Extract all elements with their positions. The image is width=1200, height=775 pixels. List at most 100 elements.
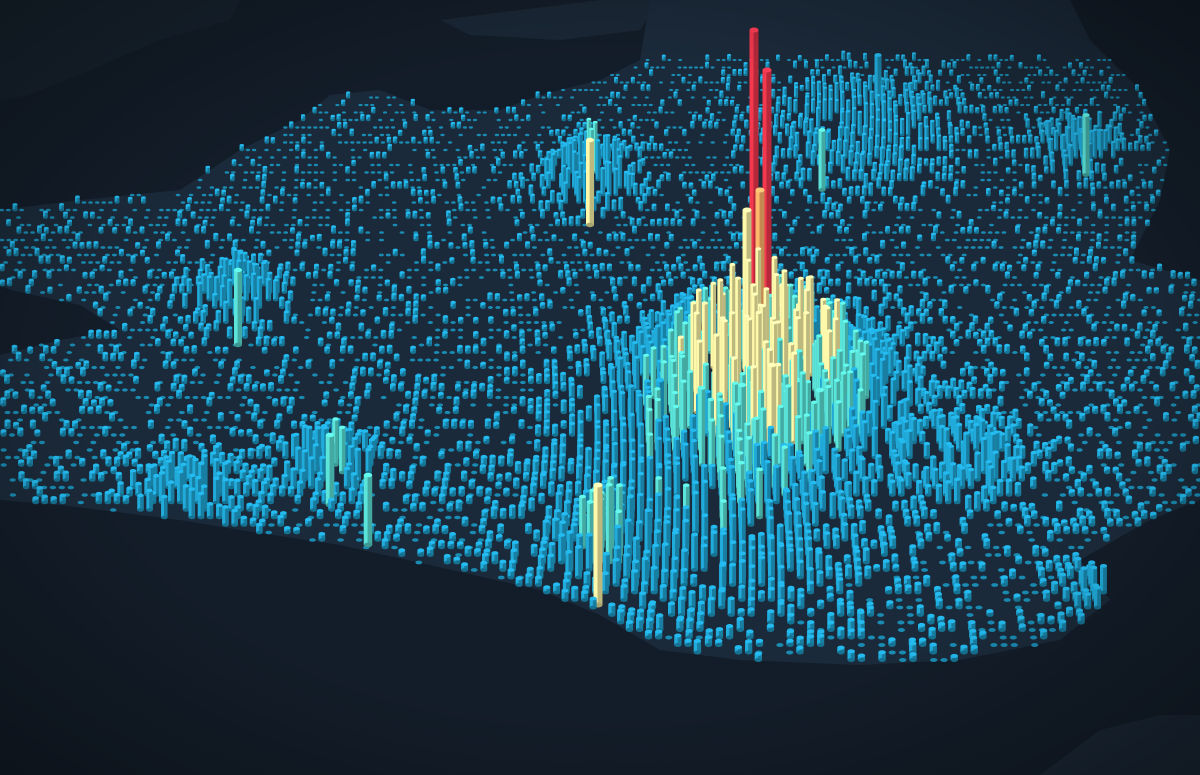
data-column[interactable] — [555, 128, 560, 137]
data-column[interactable] — [936, 134, 942, 152]
data-column[interactable] — [514, 114, 519, 122]
data-column[interactable] — [1080, 77, 1085, 84]
data-column[interactable] — [1071, 69, 1076, 77]
data-column[interactable] — [1049, 69, 1054, 77]
data-column[interactable] — [975, 107, 980, 114]
data-column[interactable] — [730, 99, 735, 107]
data-column[interactable] — [346, 91, 351, 99]
data-column[interactable] — [775, 101, 781, 114]
data-column[interactable] — [1004, 141, 1009, 152]
data-column[interactable] — [535, 143, 541, 152]
data-column[interactable] — [1089, 97, 1094, 107]
data-column[interactable] — [954, 132, 960, 144]
data-column[interactable] — [1014, 98, 1019, 107]
data-column[interactable] — [1036, 145, 1041, 159]
data-column[interactable] — [582, 106, 587, 114]
data-column[interactable] — [450, 121, 456, 129]
data-column[interactable] — [992, 143, 997, 152]
data-column[interactable] — [1011, 149, 1016, 159]
data-column[interactable] — [793, 98, 798, 114]
data-column[interactable] — [637, 146, 642, 159]
data-column[interactable] — [662, 151, 668, 159]
data-column[interactable] — [610, 91, 615, 99]
data-column[interactable] — [966, 54, 971, 62]
data-column[interactable] — [692, 114, 697, 122]
data-column[interactable] — [936, 79, 941, 92]
data-column[interactable] — [893, 68, 898, 77]
data-column[interactable] — [906, 111, 911, 137]
data-column[interactable] — [1092, 128, 1097, 159]
data-column[interactable] — [556, 148, 561, 159]
data-column[interactable] — [782, 94, 787, 107]
data-column[interactable] — [732, 68, 737, 77]
data-column[interactable] — [1041, 91, 1046, 99]
data-column[interactable] — [631, 135, 636, 144]
data-column[interactable] — [402, 121, 408, 129]
data-column[interactable] — [526, 114, 531, 122]
data-column[interactable] — [739, 144, 744, 152]
data-column[interactable] — [630, 76, 635, 84]
data-column[interactable] — [911, 109, 917, 129]
data-column[interactable] — [1115, 138, 1121, 152]
data-column[interactable] — [425, 113, 430, 122]
data-column[interactable] — [1049, 97, 1054, 107]
data-column[interactable] — [616, 91, 621, 99]
data-column[interactable] — [805, 79, 810, 92]
data-column[interactable] — [428, 129, 433, 137]
data-column[interactable] — [1025, 118, 1030, 129]
data-column[interactable] — [996, 76, 1001, 84]
data-column[interactable] — [1082, 69, 1087, 77]
data-column[interactable] — [788, 75, 793, 84]
data-column[interactable] — [698, 114, 703, 122]
data-column[interactable] — [1100, 84, 1105, 92]
data-column[interactable] — [1022, 134, 1027, 144]
data-column[interactable] — [289, 121, 294, 129]
data-column[interactable] — [904, 66, 909, 77]
data-column[interactable] — [910, 66, 915, 77]
data-column[interactable] — [941, 59, 946, 69]
data-column[interactable] — [690, 120, 695, 129]
data-column[interactable] — [480, 143, 485, 152]
data-column[interactable] — [337, 121, 342, 129]
data-column[interactable] — [561, 114, 566, 122]
data-column[interactable] — [815, 59, 820, 69]
data-column[interactable] — [1134, 140, 1139, 152]
data-column[interactable] — [331, 128, 336, 137]
data-column[interactable] — [705, 61, 710, 69]
data-column[interactable] — [838, 65, 843, 77]
data-column[interactable] — [1118, 113, 1123, 122]
data-column[interactable] — [608, 98, 613, 107]
data-column[interactable] — [822, 73, 826, 84]
data-column[interactable] — [659, 143, 664, 152]
data-column[interactable] — [857, 110, 862, 137]
data-column[interactable] — [506, 106, 511, 114]
data-column[interactable] — [387, 143, 392, 152]
data-column[interactable] — [677, 99, 682, 107]
data-column[interactable] — [1027, 84, 1032, 92]
data-column[interactable] — [895, 54, 900, 62]
data-column[interactable] — [743, 62, 748, 69]
data-column[interactable] — [793, 144, 798, 159]
data-column[interactable] — [691, 84, 696, 92]
data-column[interactable] — [646, 142, 652, 152]
data-column[interactable] — [803, 120, 808, 137]
data-column[interactable] — [827, 69, 831, 77]
data-column[interactable] — [743, 68, 748, 77]
data-column[interactable] — [794, 85, 799, 99]
data-column[interactable] — [731, 150, 736, 159]
data-column[interactable] — [681, 76, 686, 84]
data-column[interactable] — [982, 113, 987, 122]
data-column[interactable] — [969, 104, 974, 114]
data-column[interactable] — [429, 136, 434, 144]
data-column[interactable] — [654, 121, 659, 129]
data-column[interactable] — [410, 98, 415, 107]
data-column[interactable] — [1005, 149, 1010, 159]
data-column[interactable] — [963, 105, 968, 114]
data-column[interactable] — [780, 114, 785, 129]
data-column[interactable] — [702, 121, 707, 129]
data-column[interactable] — [549, 129, 554, 137]
data-column[interactable] — [673, 91, 678, 99]
data-column[interactable] — [1107, 125, 1113, 144]
data-column[interactable] — [996, 129, 1002, 137]
data-column[interactable] — [899, 117, 905, 137]
